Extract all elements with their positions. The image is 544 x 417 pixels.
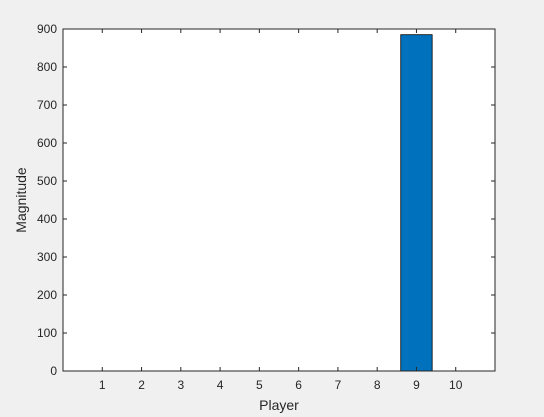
x-tick-label: 3 [177,378,184,392]
x-tick-label: 10 [449,378,463,392]
axes-box [62,28,496,372]
x-tick-label: 9 [413,378,420,392]
y-ticks: 0 100 200 300 400 500 600 700 800 900 [37,22,495,378]
y-tick-label: 300 [37,250,57,264]
x-tick-label: 8 [374,378,381,392]
y-tick-label: 100 [37,326,57,340]
x-tick-label: 5 [256,378,263,392]
y-tick-label: 800 [37,60,57,74]
y-tick-label: 500 [37,174,57,188]
x-tick-label: 1 [99,378,106,392]
y-axis-title: Magnitude [13,167,29,233]
bar-9 [400,34,433,372]
y-tick-label: 0 [50,364,57,378]
x-tick-label: 7 [335,378,342,392]
x-tick-label: 2 [138,378,145,392]
y-tick-label: 600 [37,136,57,150]
y-tick-label: 400 [37,212,57,226]
x-ticks: 1 2 3 4 5 6 7 8 9 10 [99,29,463,392]
x-tick-label: 6 [295,378,302,392]
bars-group [400,34,433,372]
y-tick-label: 200 [37,288,57,302]
y-tick-label: 700 [37,98,57,112]
x-tick-label: 4 [217,378,224,392]
x-axis-title: Player [259,397,299,413]
y-tick-label: 900 [37,22,57,36]
